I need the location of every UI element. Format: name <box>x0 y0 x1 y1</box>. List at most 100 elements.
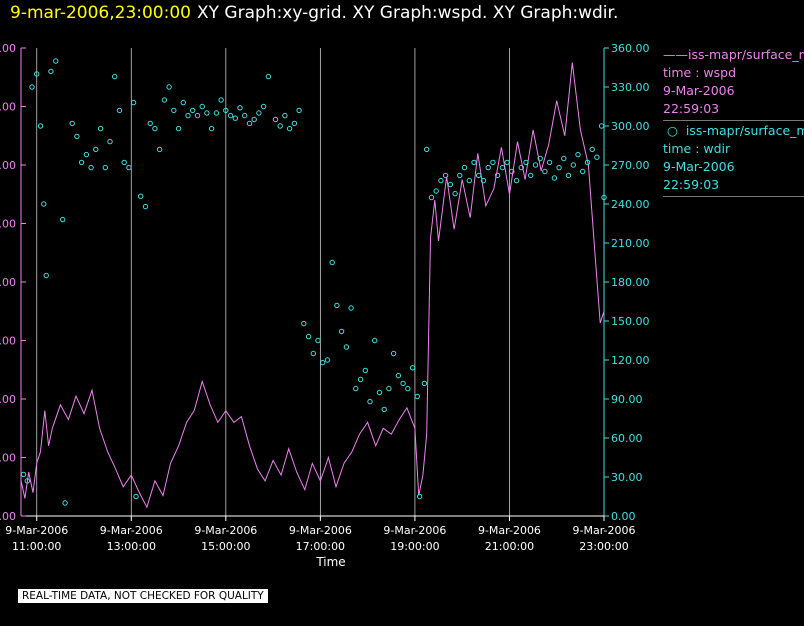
wdir-point <box>194 112 201 119</box>
wdir-point <box>546 159 553 166</box>
series-wdir <box>20 58 607 506</box>
legend-wspd-time: 22:59:03 <box>663 101 720 116</box>
wdir-point <box>62 500 68 506</box>
wdir-point <box>357 376 364 383</box>
left-tick-label: 14.00 <box>0 101 16 114</box>
left-tick-label: 10.00 <box>0 218 16 231</box>
legend-wdir-field: time : wdir <box>663 141 731 156</box>
wdir-point <box>265 73 272 80</box>
right-tick-label: 330.00 <box>611 81 650 94</box>
x-tick-date: 9-Mar-2006 <box>194 524 257 537</box>
left-tick-label: 6.00 <box>0 335 16 348</box>
wdir-point <box>24 478 30 484</box>
wdir-point <box>48 68 54 75</box>
right-axis-ticks: 0.00 30.00 60.00 90.00 120.00 150.00 180.00 210… <box>604 42 650 523</box>
wdir-point <box>147 120 153 127</box>
wdir-point <box>499 164 506 171</box>
wdir-point <box>537 155 543 162</box>
legend-divider <box>663 196 804 197</box>
vertical-grid <box>36 48 605 516</box>
wdir-point <box>405 385 411 392</box>
left-tick-label: 16.00 <box>0 42 16 55</box>
wdir-point <box>138 193 144 199</box>
x-tick-date: 9-Mar-2006 <box>100 524 163 537</box>
legend-wspd: ——iss-mapr/surface_met time : wspd 9-Mar… <box>663 46 804 118</box>
wdir-point <box>509 168 515 175</box>
x-tick-time: 19:00:00 <box>390 540 439 553</box>
wdir-point <box>338 328 345 335</box>
wdir-point <box>504 159 510 166</box>
wdir-point <box>185 112 191 119</box>
left-tick-label: 0.00 <box>0 510 16 523</box>
wdir-point <box>102 164 109 171</box>
wdir-point <box>53 58 59 64</box>
wdir-point <box>242 112 248 119</box>
right-tick-label: 300.00 <box>611 120 650 133</box>
wdir-point <box>218 97 224 103</box>
wdir-point <box>376 389 383 396</box>
wdir-point <box>480 177 487 184</box>
right-tick-label: 210.00 <box>611 237 650 250</box>
wdir-point <box>580 168 586 175</box>
legend-wdir: ○ iss-mapr/surface_met time : wdir 9-Mar… <box>663 120 804 194</box>
wdir-point <box>256 110 262 116</box>
left-tick-label: 12.00 <box>0 159 16 172</box>
legend-wspd-date: 9-Mar-2006 <box>663 83 735 98</box>
wdir-point <box>452 190 458 197</box>
header-date: 9-mar-2006,23:00:00 <box>10 3 191 23</box>
x-tick-time: 15:00:00 <box>201 540 250 553</box>
x-tick-date: 9-Mar-2006 <box>383 524 446 537</box>
wdir-point <box>601 194 607 201</box>
wdir-point <box>227 112 234 119</box>
legend-wdir-time: 22:59:03 <box>663 177 720 192</box>
wdir-point <box>395 372 402 379</box>
x-tick-time: 17:00:00 <box>296 540 345 553</box>
wdir-point <box>232 115 239 121</box>
left-axis-ticks: 0.00 2.00 4.00 6.00 8.00 10.00 12.00 14.00 16.00 <box>0 42 26 523</box>
header-graph-titles: XY Graph:xy-grid. XY Graph:wspd. XY Grap… <box>196 3 619 23</box>
legend: ——iss-mapr/surface_met time : wspd 9-Mar… <box>663 46 804 197</box>
wdir-point <box>112 73 118 80</box>
wdir-point <box>315 337 321 344</box>
wdir-point <box>334 302 340 309</box>
wdir-point <box>461 164 468 171</box>
wdir-point <box>570 162 576 168</box>
wdir-point <box>381 406 387 413</box>
wdir-point <box>301 320 307 327</box>
axes <box>20 48 605 517</box>
wdir-point <box>116 107 123 114</box>
wspd-line <box>20 62 605 509</box>
wdir-point <box>362 367 368 374</box>
wdir-point <box>277 123 283 129</box>
wdir-point <box>442 172 449 179</box>
wdir-point <box>166 84 172 90</box>
right-tick-label: 150.00 <box>611 315 650 328</box>
wdir-point <box>532 162 539 168</box>
wdir-point <box>329 259 335 266</box>
wdir-point <box>133 493 139 500</box>
x-axis-ticks: 9-Mar-2006 11:00:00 9-Mar-2006 13:00:00 9-Ma… <box>5 516 635 553</box>
header: 9-mar-2006,23:00:00 XY Graph:xy-grid. XY … <box>10 2 618 24</box>
wdir-point <box>310 350 316 357</box>
wdir-point <box>542 168 548 175</box>
wdir-point <box>386 385 392 392</box>
wdir-point <box>190 107 196 114</box>
wdir-point <box>260 103 267 110</box>
x-tick-time: 11:00:00 <box>12 540 61 553</box>
wdir-point <box>490 159 496 166</box>
wdir-point <box>421 380 428 387</box>
wdir-point <box>438 177 444 184</box>
wdir-point <box>400 380 406 387</box>
wdir-point <box>175 125 182 132</box>
wdir-point <box>29 84 35 90</box>
wdir-point <box>156 146 163 153</box>
left-tick-label: 2.00 <box>0 452 16 465</box>
wdir-point <box>69 120 75 127</box>
wdir-point <box>320 359 326 366</box>
right-tick-label: 0.00 <box>611 510 636 523</box>
right-tick-label: 360.00 <box>611 42 650 55</box>
wdir-point <box>161 97 168 103</box>
wdir-point <box>518 164 524 171</box>
wdir-point <box>296 107 302 114</box>
